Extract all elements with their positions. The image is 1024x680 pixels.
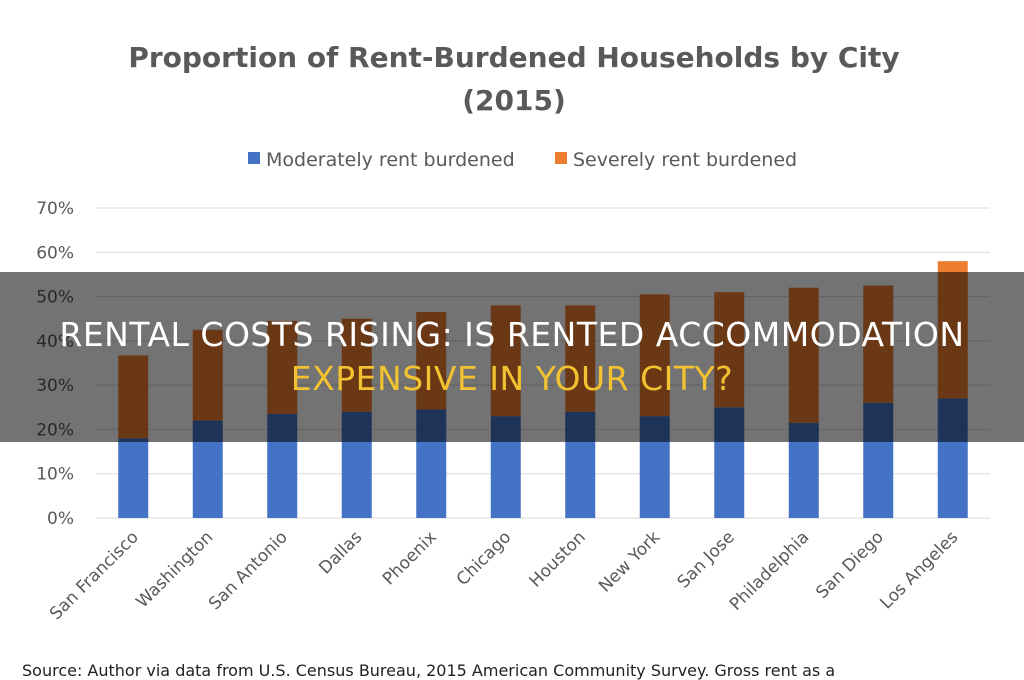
legend: Moderately rent burdened Severely rent b… — [248, 149, 797, 171]
bar-moderate — [118, 438, 149, 518]
source-note: Source: Author via data from U.S. Census… — [22, 661, 835, 680]
x-tick-label: San Francisco — [46, 527, 143, 624]
chart-title: Proportion of Rent-Burdened Households b… — [128, 41, 899, 74]
legend-swatch-moderate — [248, 152, 260, 164]
y-tick-label: 70% — [36, 199, 74, 219]
legend-label-moderate: Moderately rent burdened — [266, 149, 515, 171]
x-tick-label: Chicago — [453, 527, 515, 589]
legend-swatch-severe — [555, 152, 567, 164]
headline-line-1: Rental costs rising: Is rented accommoda… — [59, 315, 965, 354]
x-tick-label: Philadelphia — [726, 527, 813, 614]
y-tick-label: 60% — [36, 243, 74, 263]
x-tick-label: Houston — [526, 527, 590, 591]
y-tick-label: 10% — [36, 465, 74, 485]
headline-banner: Rental costs rising: Is rented accommoda… — [0, 272, 1024, 442]
headline-line-2: expensive in your city? — [290, 359, 734, 398]
x-tick-label: Dallas — [315, 527, 366, 578]
x-tick-label: San Antonio — [205, 527, 292, 614]
x-tick-label: Los Angeles — [876, 527, 962, 613]
x-tick-label: San Diego — [812, 527, 888, 603]
x-tick-label: San Jose — [674, 527, 739, 592]
chart-subtitle: (2015) — [462, 84, 566, 117]
y-tick-label: 0% — [47, 509, 74, 529]
x-tick-label: New York — [595, 527, 664, 596]
legend-label-severe: Severely rent burdened — [573, 149, 797, 171]
x-tick-label: Phoenix — [379, 527, 441, 589]
